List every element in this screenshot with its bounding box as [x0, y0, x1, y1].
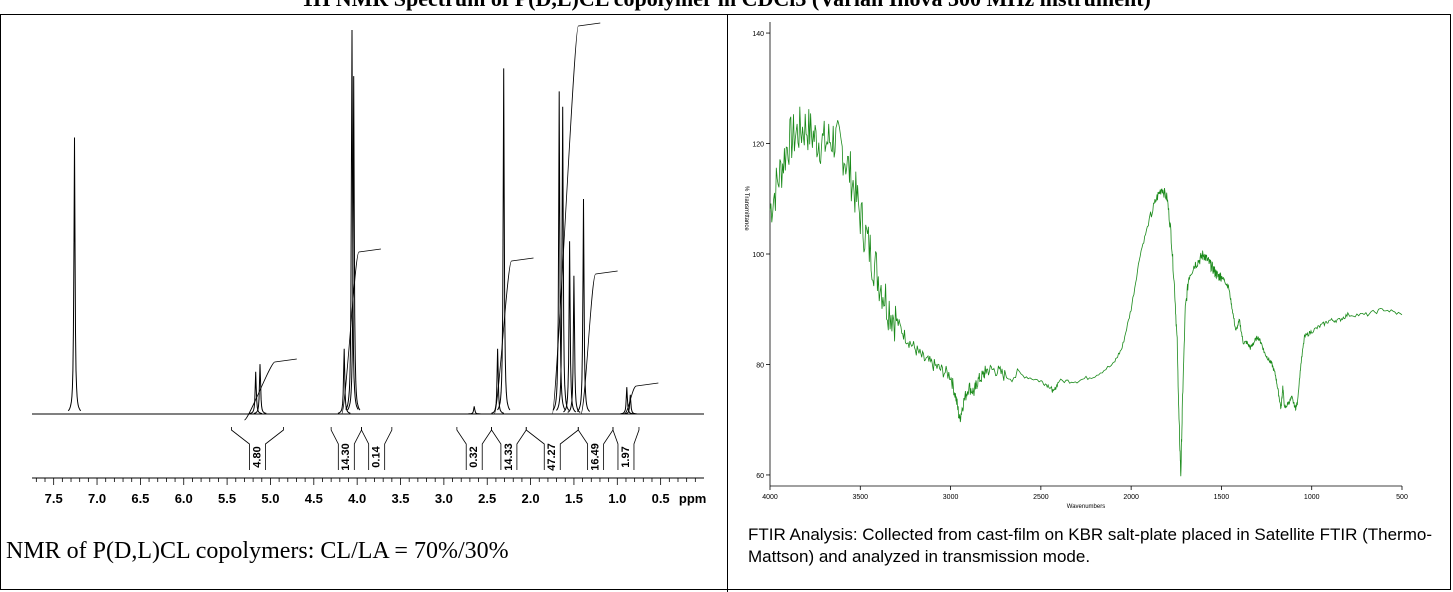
nmr-tick-label: 6.0 [175, 491, 193, 506]
integral-label: 14.33 [503, 443, 515, 471]
ftir-series-line [769, 106, 1403, 477]
ftir-x-tick-label: 3500 [852, 494, 868, 501]
nmr-panel: 4.80 14.30 0.14 0.32 14.33 47.27 16.49 1.97 7.5 7… [2, 16, 726, 590]
ftir-y-label: % Transmittance [743, 186, 749, 231]
nmr-tick-label: 6.5 [131, 491, 149, 506]
integral-curve-5 [623, 382, 659, 415]
page-title: 1H NMR Spectrum of P(D,L)CL copolymer in… [0, 0, 1453, 12]
nmr-peak-1 [249, 371, 263, 414]
nmr-tick-label: 7.0 [88, 491, 106, 506]
integral-label: 0.32 [468, 446, 480, 467]
nmr-tick-label: 2.5 [478, 491, 496, 506]
nmr-peak-8 [497, 68, 511, 411]
ftir-x-tick-label: 2500 [1033, 494, 1049, 501]
nmr-spectrum-chart: 4.80 14.30 0.14 0.32 14.33 47.27 16.49 1.97 7.5 7… [32, 22, 706, 506]
nmr-tick-label: 5.0 [261, 491, 279, 506]
figure-table [0, 14, 1451, 590]
nmr-peak-5 [347, 76, 361, 411]
nmr-peak-11 [563, 241, 577, 413]
nmr-tick-label: 3.0 [435, 491, 453, 506]
integral-label: 1.97 [620, 446, 632, 467]
nmr-tick-label: 2.0 [522, 491, 540, 506]
integral-curve-4 [580, 270, 618, 415]
ftir-x-tick-label: 1000 [1304, 494, 1320, 501]
integral-curve-3 [551, 22, 601, 415]
ftir-y-tick-label: 60 [756, 473, 764, 480]
nmr-peak-3 [337, 348, 351, 414]
integral-label: 0.14 [371, 445, 383, 467]
nmr-tick-label: 1.5 [565, 491, 583, 506]
nmr-peak-4 [345, 29, 359, 410]
ftir-spectrum-chart: 140 120 100 80 60 4000 3500 3000 2500 2000 1500 100… [743, 22, 1408, 510]
integral-bracket-0 [231, 427, 284, 470]
table-divider [727, 14, 728, 592]
integral-bracket-2 [361, 427, 393, 470]
nmr-tick-label: 4.0 [348, 491, 366, 506]
nmr-caption: NMR of P(D,L)CL copolymers: CL/LA = 70%/… [6, 538, 509, 564]
integral-curve-1 [341, 248, 381, 415]
ftir-caption: FTIR Analysis: Collected from cast-film … [748, 525, 1432, 566]
integral-curve-0 [244, 358, 297, 421]
ftir-x-tick-label: 4000 [762, 494, 778, 501]
nmr-peak-2 [253, 364, 267, 414]
ftir-x-tick-label: 500 [1396, 494, 1408, 501]
nmr-peak-14 [620, 387, 634, 415]
nmr-tick-label: 1.0 [608, 491, 626, 506]
nmr-x-label: ppm [679, 491, 706, 506]
ftir-y-tick-label: 80 [756, 362, 764, 369]
nmr-peak-15 [624, 394, 637, 415]
ftir-y-tick-label: 100 [752, 252, 764, 259]
ftir-x-tick-label: 1500 [1214, 494, 1230, 501]
integral-bracket-7 [612, 427, 640, 470]
ftir-x-label: Wavenumbers [1067, 504, 1105, 510]
nmr-tick-label: 4.5 [305, 491, 323, 506]
nmr-peak-0 [67, 137, 82, 412]
ftir-panel: 140 120 100 80 60 4000 3500 3000 2500 2000 1500 100… [730, 16, 1450, 590]
nmr-peak-13 [576, 198, 591, 412]
nmr-peak-9 [552, 91, 566, 411]
integral-curve-2 [493, 257, 534, 415]
nmr-tick-label: 0.5 [652, 491, 670, 506]
ftir-x-tick-label: 2000 [1123, 494, 1139, 501]
nmr-tick-label: 3.5 [391, 491, 409, 506]
integral-label: 4.80 [251, 446, 263, 467]
ftir-y-tick-label: 120 [752, 142, 764, 149]
ftir-x-tick-label: 3000 [943, 494, 959, 501]
nmr-tick-label: 5.5 [218, 491, 236, 506]
integral-label: 14.30 [340, 443, 352, 471]
integral-label: 16.49 [590, 443, 602, 471]
ftir-y-tick-label: 140 [752, 31, 764, 38]
nmr-tick-label: 7.5 [45, 491, 63, 506]
integral-label: 47.27 [546, 443, 558, 471]
nmr-peak-7 [491, 348, 504, 414]
nmr-peak-6 [468, 406, 481, 415]
